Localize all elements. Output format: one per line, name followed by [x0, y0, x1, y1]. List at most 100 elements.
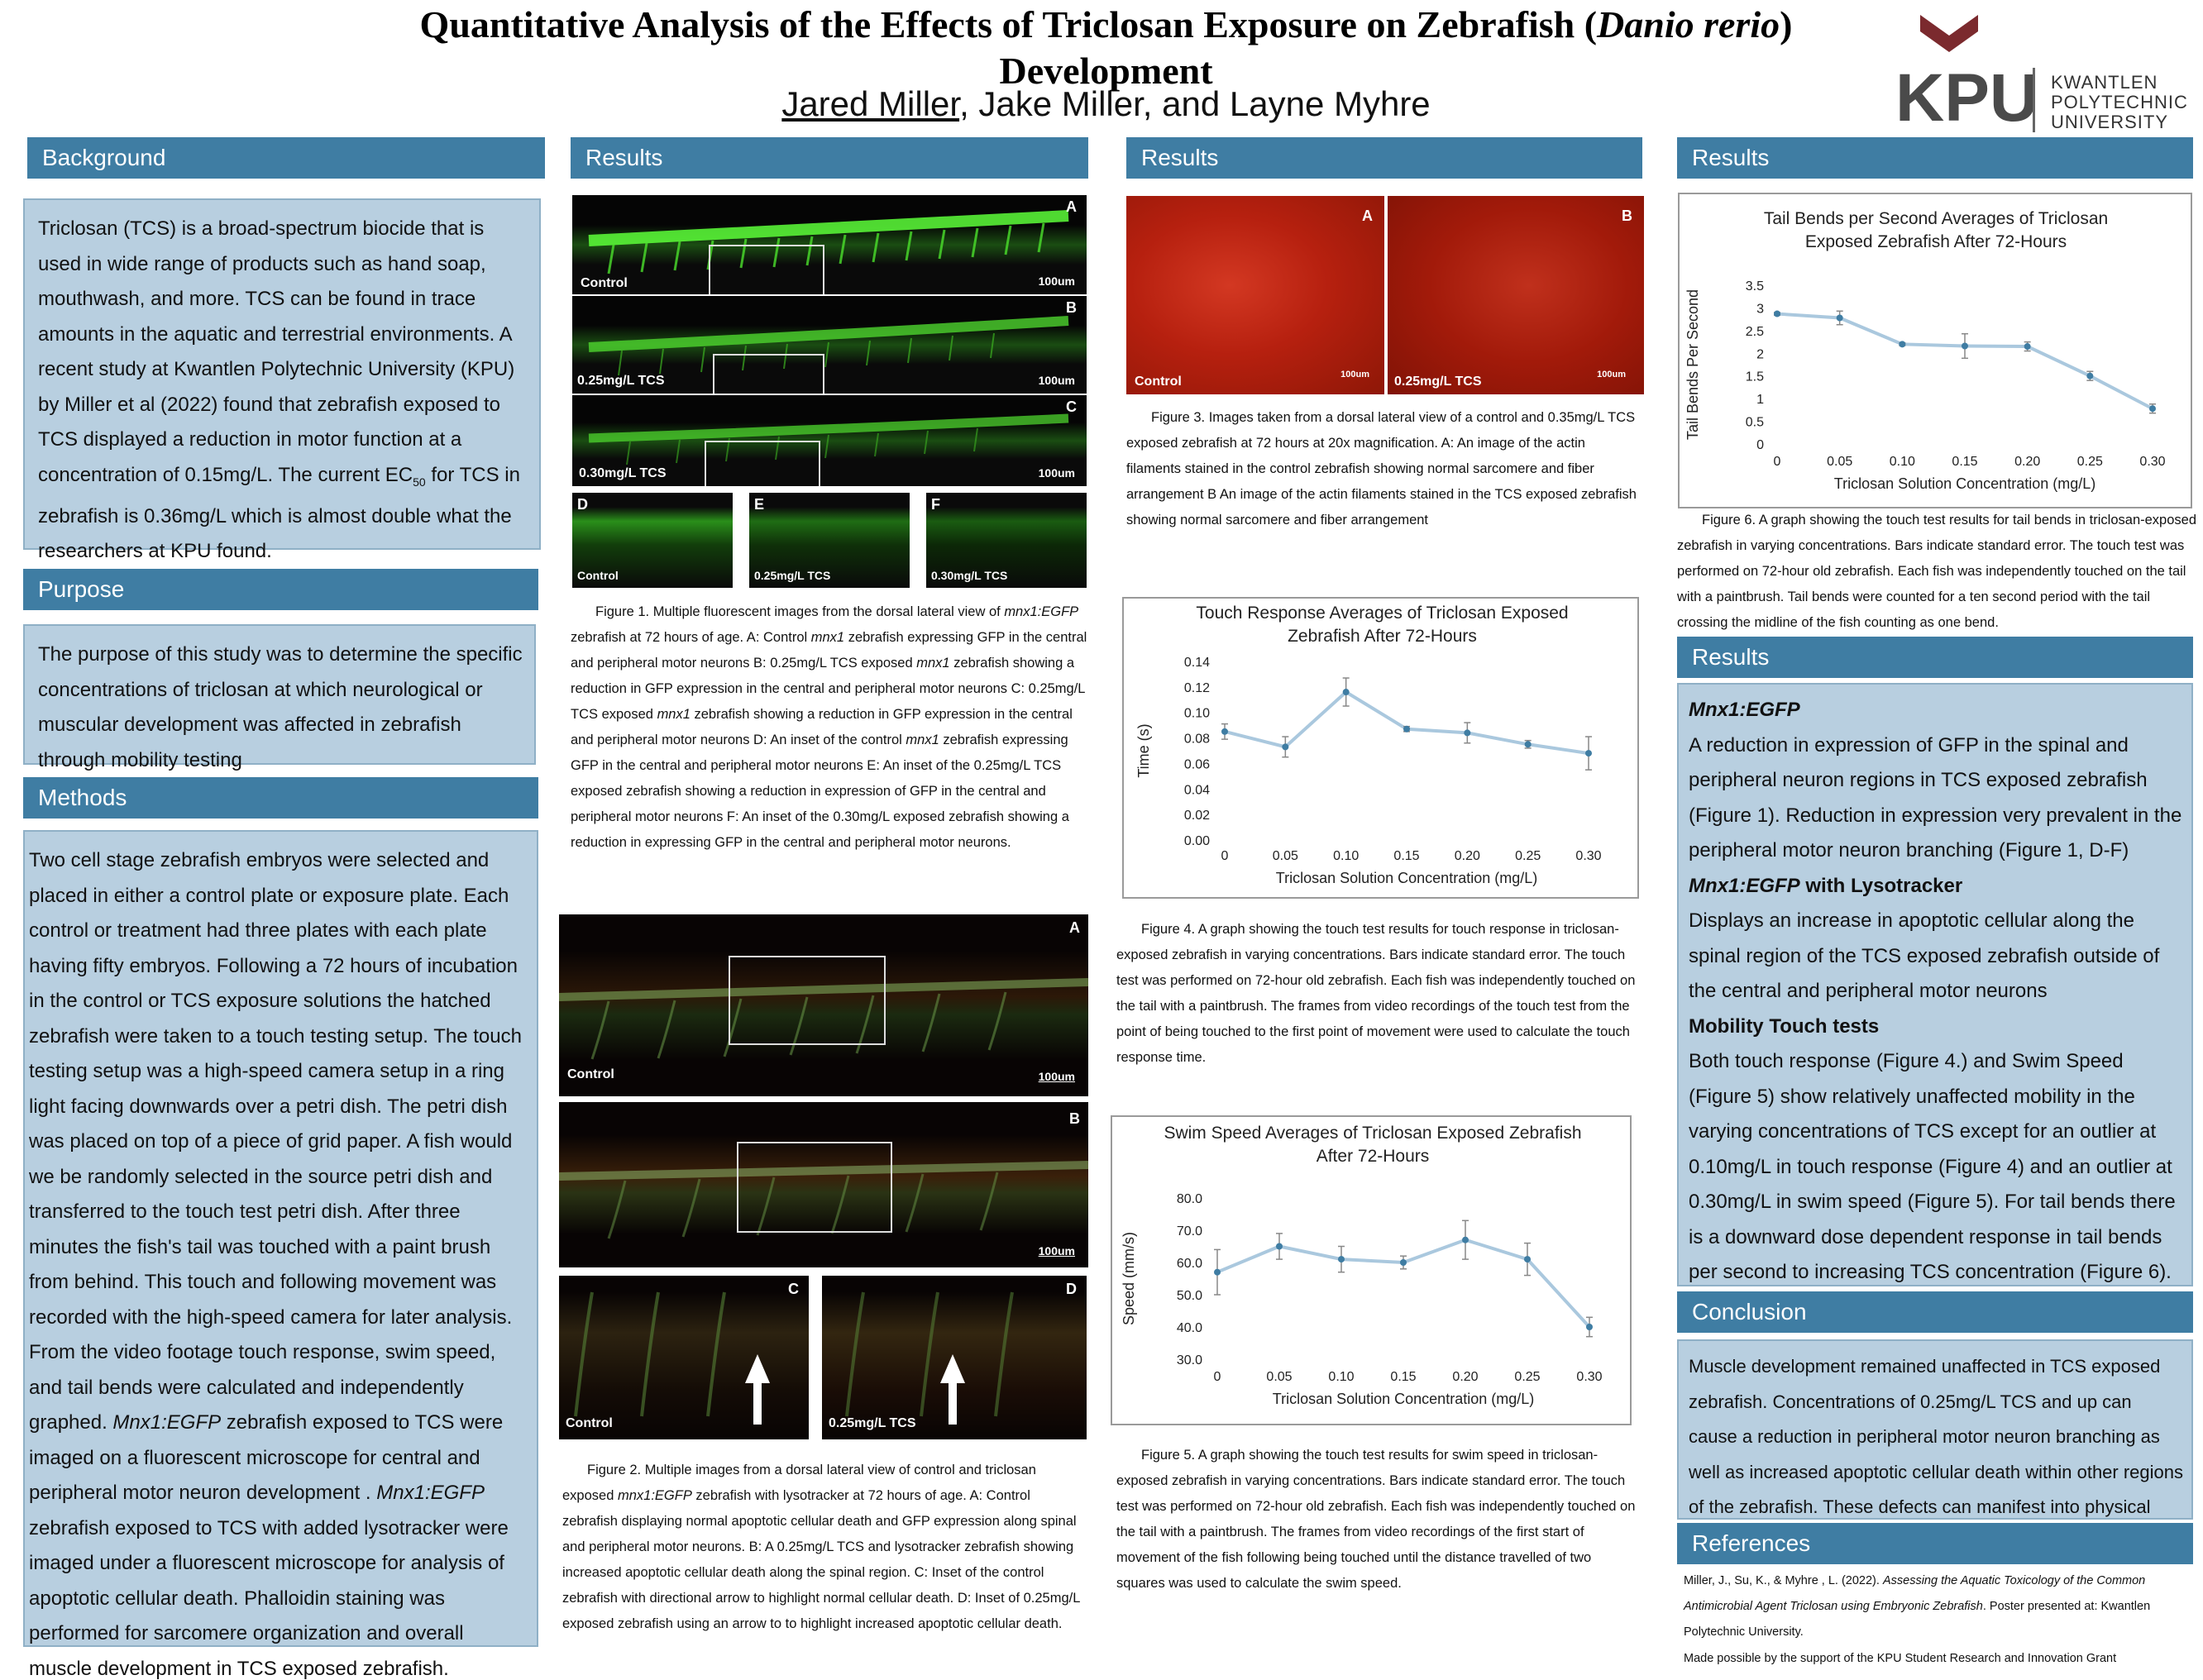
chart-fig4-ytick-4: 0.08 — [1184, 733, 1210, 747]
chart-fig5-xtick-6: 0.30 — [1576, 1370, 1602, 1384]
chart-fig4-xtick-3: 0.15 — [1393, 849, 1419, 863]
fig1-caption-part-2: zebrafish at 72 hours of age. A: Control — [571, 630, 811, 645]
purpose-text: The purpose of this study was to determi… — [23, 624, 536, 771]
fig2-caption: Figure 2. Multiple images from a dorsal … — [562, 1458, 1088, 1637]
chart-fig4-point-6 — [1585, 750, 1592, 757]
references-heading: References — [1677, 1523, 2193, 1564]
fig2-c-arrow-icon — [574, 1291, 770, 1425]
fig2-letter-c: C — [788, 1281, 799, 1297]
results-heading-col4: Results — [1677, 137, 2193, 179]
chart-fig6-point-4 — [2024, 343, 2031, 351]
chart-fig4-ytick-0: 0.00 — [1184, 834, 1210, 848]
chart-fig6-ylabel: Tail Bends Per Second — [1685, 289, 1701, 440]
fig3-letter-b: B — [1622, 208, 1632, 224]
fig2-letter-a: A — [1069, 919, 1080, 936]
chart-fig4-ytick-5: 0.10 — [1184, 707, 1210, 721]
chart-fig5-ytick-0: 30.0 — [1177, 1353, 1202, 1367]
chart-fig5-point-2 — [1338, 1256, 1345, 1263]
fig1-label-d: Control — [577, 569, 619, 582]
fig1-label-b: 0.25mg/L TCS — [577, 374, 665, 388]
chart-fig6-xtick-0: 0 — [1774, 455, 1781, 469]
title-line1-italic: Danio rerio — [1597, 3, 1780, 45]
chart-fig4-xtick-6: 0.30 — [1575, 849, 1601, 863]
chart-fig6-ytick-5: 2.5 — [1746, 325, 1764, 339]
fig3-label-a: Control — [1135, 375, 1182, 389]
chart-fig6-xtick-4: 0.20 — [2014, 455, 2040, 469]
fig5-chart-svg: 30.0 40.0 50.0 60.0 70.0 80.0 0 0.05 0.10 0.15 0.2… — [1121, 1192, 1603, 1407]
fig1-letter-b: B — [1066, 299, 1077, 316]
results-sub2-italic: Mnx1:EGFP — [1689, 874, 1800, 897]
results-summary: Mnx1:EGFP A reduction in expression of G… — [1677, 683, 2193, 1286]
fig1-letter-c: C — [1066, 399, 1077, 415]
fig4-chart-svg: 0.00 0.02 0.04 0.06 0.08 0.10 0.12 0.14 0 0.05 0.1… — [1135, 656, 1602, 886]
fig1-caption-part-5: mnx1 — [916, 656, 950, 671]
fig2-label-a: Control — [567, 1067, 614, 1081]
chart-fig5-ytick-4: 70.0 — [1177, 1224, 1202, 1239]
fig2-caption-part-2: zebrafish with lysotracker at 72 hours o… — [562, 1488, 1080, 1631]
chart-fig6-ytick-6: 3 — [1756, 302, 1764, 316]
chart-fig4-xtick-1: 0.05 — [1273, 849, 1298, 863]
author-rest: , Jake Miller, and Layne Myhre — [959, 84, 1431, 123]
chart-fig5-point-4 — [1462, 1236, 1469, 1243]
ref-authors: Miller, J., Su, K., & Myhre , L. (2022). — [1684, 1574, 1883, 1587]
chart-fig5-xlabel: Triclosan Solution Concentration (mg/L) — [1273, 1391, 1534, 1407]
logo-text: KWANTLEN POLYTECHNIC UNIVERSITY — [2051, 73, 2188, 132]
fig1-panel-e: 0.25mg/L TCS E — [749, 493, 910, 588]
fig1-label-a: Control — [581, 276, 628, 290]
chart-fig5-point-6 — [1586, 1324, 1593, 1330]
logo-line3: UNIVERSITY — [2051, 112, 2169, 132]
fig3-scale-a: 100um — [1340, 370, 1369, 379]
chart-fig4-point-2 — [1342, 689, 1350, 696]
fig2-panel-c: Control C — [559, 1276, 809, 1439]
title-line1-pre: Quantitative Analysis of the Effects of … — [419, 3, 1598, 45]
chart-fig4-ylabel: Time (s) — [1135, 723, 1152, 777]
chart-fig4-point-0 — [1221, 728, 1228, 735]
chart-fig6-xtick-1: 0.05 — [1827, 455, 1852, 469]
fig1-caption-part-6: zebrafish showing a reduction in GFP exp… — [571, 656, 1085, 722]
fig4-chart-title: Touch Response Averages of Triclosan Exp… — [1196, 604, 1569, 646]
logo-line2: POLYTECHNIC — [2051, 92, 2188, 112]
fig1-caption-part-1: mnx1:EGFP — [1004, 604, 1079, 619]
fig1-b-neurons-icon — [588, 316, 1069, 376]
fig2-letter-b: B — [1069, 1110, 1080, 1127]
fig2-label-c: Control — [566, 1416, 613, 1430]
chart-fig6-xtick-2: 0.10 — [1890, 455, 1915, 469]
results-text3: Both touch response (Figure 4.) and Swim… — [1689, 1050, 2176, 1283]
fig1-caption-part-0: Figure 1. Multiple fluorescent images fr… — [595, 604, 1005, 619]
fig2-panel-d: 0.25mg/L TCS D — [822, 1276, 1087, 1439]
acknowledgement: Made possible by the support of the KPU … — [1684, 1652, 2117, 1665]
chart-fig6-xtick-3: 0.15 — [1952, 455, 1977, 469]
chart-fig5-xtick-0: 0 — [1214, 1370, 1221, 1384]
fig2-caption-part-0: Figure 2. Multiple images from a dorsal … — [562, 1463, 1036, 1503]
fig3-panel-b: B 0.25mg/L TCS 100um — [1388, 196, 1644, 394]
poster-title: Quantitative Analysis of the Effects of … — [356, 2, 1857, 94]
fig1-label-f: 0.30mg/L TCS — [931, 569, 1008, 582]
chart-fig6-point-1 — [1836, 314, 1843, 322]
fig1-panel-a: Control A 100um — [572, 195, 1087, 294]
background-text: Triclosan (TCS) is a broad-spectrum bioc… — [23, 198, 541, 562]
fig2-scale-a: 100um — [1038, 1070, 1075, 1083]
methods-italic-1: Mnx1:EGFP — [112, 1411, 222, 1434]
fig1-letter-f: F — [931, 496, 940, 513]
results-text2: Displays an increase in apoptotic cellul… — [1689, 909, 2160, 1002]
chart-fig5-xtick-5: 0.25 — [1514, 1370, 1540, 1384]
chart-fig4-xtick-5: 0.25 — [1515, 849, 1541, 863]
chart-fig5-xtick-2: 0.10 — [1328, 1370, 1354, 1384]
methods-heading: Methods — [23, 777, 538, 819]
chart-fig6-ytick-7: 3.5 — [1746, 279, 1764, 294]
fig1-label-e: 0.25mg/L TCS — [754, 569, 831, 582]
conclusion-text: Muscle development remained unaffected i… — [1677, 1339, 2193, 1553]
fig1-scale-a: 100um — [1038, 274, 1075, 288]
fig2-inset-box-a — [729, 956, 886, 1045]
chart-fig5-point-1 — [1276, 1243, 1283, 1250]
fig1-caption-part-9: mnx1 — [906, 733, 939, 747]
fig3-label-b: 0.25mg/L TCS — [1394, 375, 1482, 389]
chart-fig6-point-2 — [1899, 341, 1906, 348]
fig1-caption-part-7: mnx1 — [657, 707, 691, 722]
methods-text-a: Two cell stage zebrafish embryos were se… — [29, 849, 522, 1434]
results-heading-col3: Results — [1126, 137, 1642, 179]
fig2-panel-a: Control A 100um — [559, 914, 1088, 1096]
background-text-b: for TCS in zebrafish is 0.36mg/L which i… — [38, 463, 520, 563]
fig2-a-neurons-icon — [559, 978, 1088, 1060]
results-sub2-rest: with Lysotracker — [1799, 874, 1963, 897]
